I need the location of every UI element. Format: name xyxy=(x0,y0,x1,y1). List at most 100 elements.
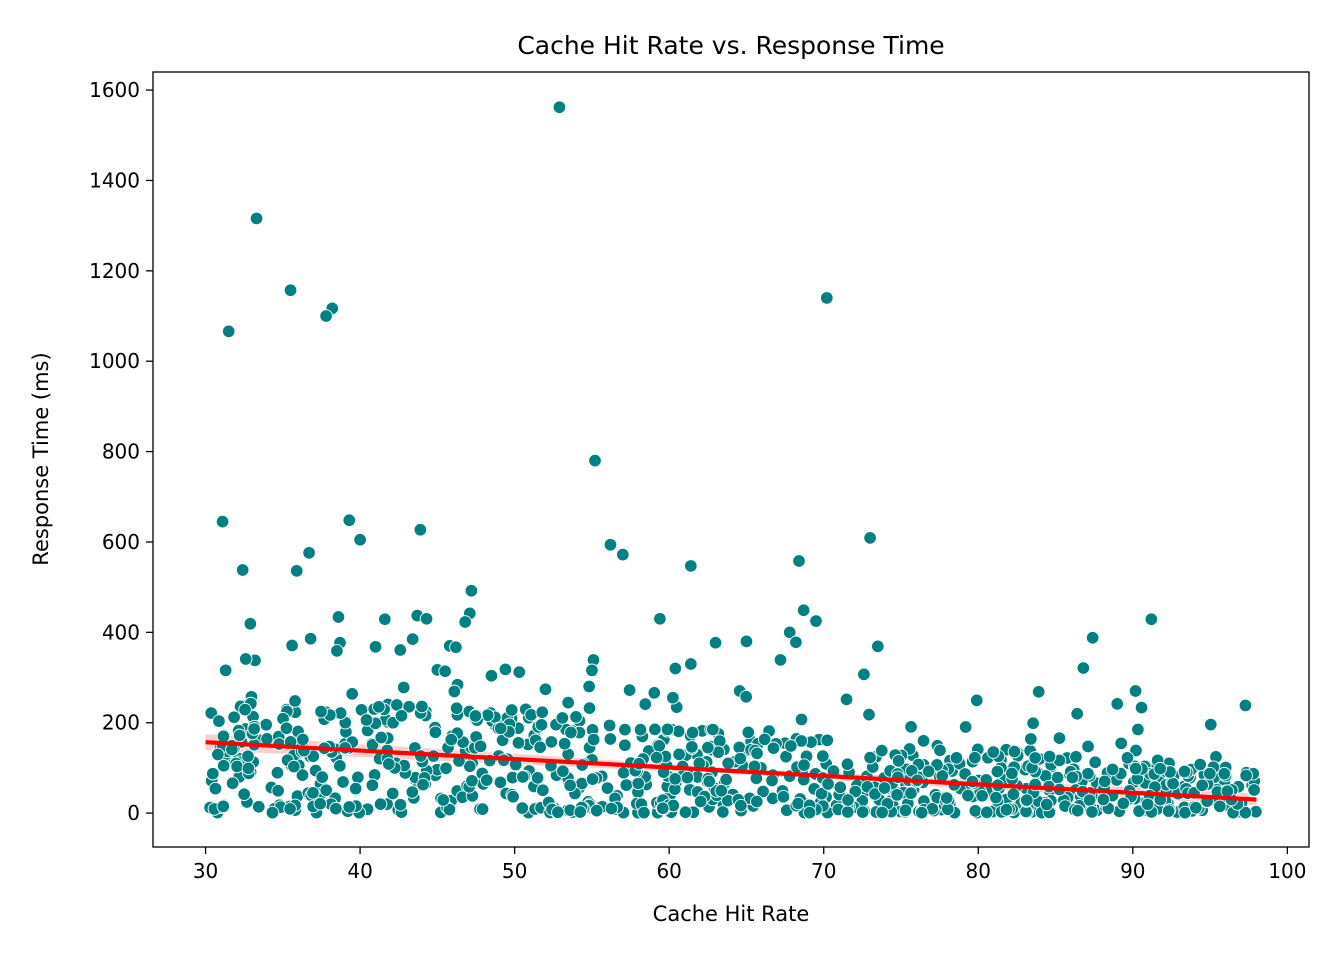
data-point xyxy=(765,773,779,788)
data-point xyxy=(475,802,490,816)
data-point xyxy=(653,612,667,626)
data-point xyxy=(247,722,261,736)
data-point xyxy=(1131,722,1145,737)
data-point xyxy=(666,690,680,705)
data-point xyxy=(797,758,811,772)
data-point xyxy=(1052,731,1067,745)
y-tick-label: 1000 xyxy=(89,349,140,373)
data-point xyxy=(588,453,602,468)
data-point xyxy=(1024,732,1038,746)
data-point xyxy=(271,784,285,798)
data-point xyxy=(393,797,408,812)
data-point xyxy=(382,757,396,771)
data-point xyxy=(557,736,572,751)
x-tick-label: 60 xyxy=(656,859,681,883)
x-axis-label: Cache Hit Rate xyxy=(653,902,810,926)
data-point xyxy=(221,324,236,339)
data-point xyxy=(914,805,929,820)
data-point xyxy=(345,687,359,701)
data-point xyxy=(436,793,451,807)
data-point xyxy=(1110,697,1124,711)
data-point xyxy=(685,740,699,754)
data-point xyxy=(618,738,632,752)
data-point xyxy=(898,803,913,818)
data-point xyxy=(1193,757,1207,772)
data-point xyxy=(438,664,452,678)
data-point xyxy=(968,804,983,818)
data-point xyxy=(980,805,994,820)
data-point xyxy=(561,695,575,710)
data-point xyxy=(1114,736,1128,751)
data-point xyxy=(1020,793,1034,807)
data-point xyxy=(238,652,253,666)
data-point xyxy=(821,777,835,791)
data-point xyxy=(603,732,618,746)
data-point xyxy=(306,786,320,800)
data-point xyxy=(1203,766,1217,781)
data-point xyxy=(396,680,411,695)
data-point xyxy=(941,802,955,816)
data-point xyxy=(680,770,695,785)
data-point xyxy=(227,710,241,724)
data-point xyxy=(1204,717,1218,732)
data-point xyxy=(241,761,256,776)
data-point xyxy=(289,564,304,578)
data-point xyxy=(999,802,1014,817)
data-point xyxy=(1070,803,1085,818)
data-point xyxy=(484,668,499,683)
data-point xyxy=(732,740,747,755)
data-point xyxy=(243,617,258,631)
data-point xyxy=(405,785,420,799)
data-point xyxy=(331,610,346,624)
data-point xyxy=(563,778,577,793)
data-point xyxy=(415,699,429,714)
data-point xyxy=(1042,749,1057,764)
chart-title: Cache Hit Rate vs. Response Time xyxy=(517,31,944,60)
data-point xyxy=(604,801,619,816)
data-point xyxy=(1177,764,1192,779)
data-point xyxy=(530,771,545,785)
data-point xyxy=(904,720,918,734)
data-point xyxy=(600,781,615,795)
data-point xyxy=(816,749,830,763)
data-point xyxy=(776,790,791,804)
data-point xyxy=(684,657,698,671)
data-point xyxy=(444,732,459,747)
data-point xyxy=(215,514,230,529)
data-point xyxy=(1085,805,1099,819)
data-point xyxy=(1144,612,1159,626)
data-point xyxy=(283,283,298,298)
data-point xyxy=(791,796,805,811)
x-tick-label: 70 xyxy=(811,859,836,883)
data-point xyxy=(757,732,772,747)
data-point xyxy=(685,725,700,740)
data-point xyxy=(374,730,388,745)
data-point xyxy=(702,774,716,789)
data-point xyxy=(428,725,443,740)
data-point xyxy=(1085,631,1100,645)
data-point xyxy=(618,722,632,737)
data-point xyxy=(270,765,285,780)
data-point xyxy=(708,635,723,650)
data-point xyxy=(875,805,889,820)
data-point xyxy=(449,701,464,716)
data-point xyxy=(329,801,343,816)
data-point xyxy=(535,705,549,720)
data-point xyxy=(871,639,885,654)
data-points xyxy=(203,100,1263,820)
data-point xyxy=(939,791,954,805)
data-point xyxy=(1140,797,1155,812)
data-point xyxy=(348,781,363,796)
data-point xyxy=(586,732,601,747)
data-point xyxy=(265,805,280,820)
data-point xyxy=(442,802,457,817)
data-point xyxy=(716,805,730,819)
data-point xyxy=(296,732,310,747)
data-point xyxy=(638,697,653,711)
data-point xyxy=(319,783,333,797)
data-point xyxy=(875,743,889,758)
data-point xyxy=(904,786,918,801)
data-point xyxy=(237,787,251,802)
data-point xyxy=(1189,800,1203,815)
